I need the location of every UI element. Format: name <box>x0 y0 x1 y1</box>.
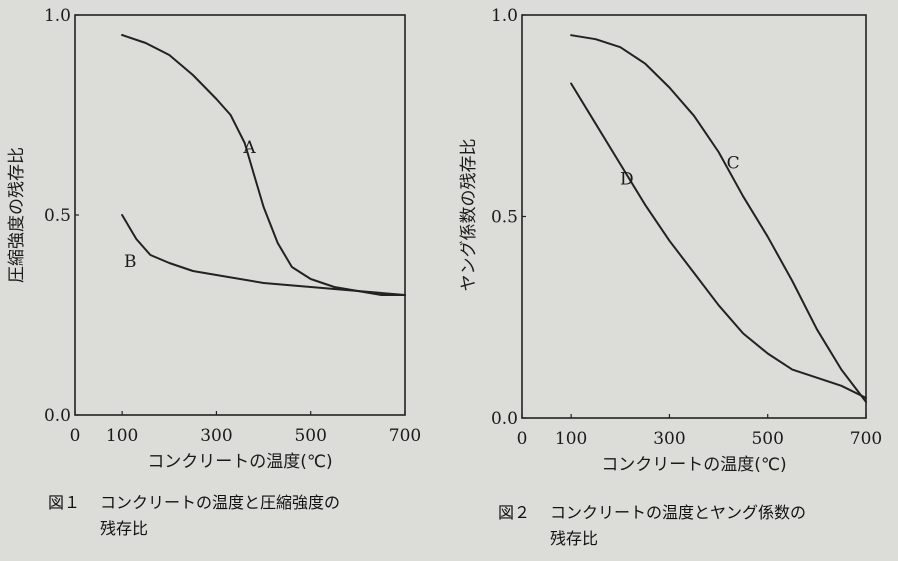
chart1-x-axis-label: コンクリートの温度(℃) <box>147 452 332 472</box>
chart1-x-tick-label: 100 <box>106 426 138 446</box>
chart2-y-axis-label: ヤング係数の残存比 <box>459 139 479 292</box>
chart1-series-b-line <box>121 214 406 296</box>
chart2-series-d-line <box>570 82 867 399</box>
chart1-y-tick-label: 1.0 <box>44 6 71 26</box>
figure2-caption-line2: 残存比 <box>550 529 599 548</box>
chart1-y-tick-label: 0.5 <box>44 206 71 226</box>
chart2-series-d-label: D <box>620 169 634 189</box>
chart1-plot-frame <box>74 14 406 416</box>
figure1-caption-line2: 残存比 <box>100 519 149 538</box>
chart2-x-axis-label: コンクリートの温度(℃) <box>601 455 786 475</box>
chart1-x-tick-label: 500 <box>294 426 326 446</box>
chart1-x-tick-label: 0 <box>70 426 81 446</box>
chart2-series-c-label: C <box>727 153 740 173</box>
figure2-caption: 図２ コンクリートの温度とヤング係数の 残存比 <box>498 500 806 552</box>
chart1-y-tick-label: 0.0 <box>44 406 71 426</box>
figure2-caption-line1: コンクリートの温度とヤング係数の <box>550 503 807 522</box>
chart1-series-b-label: B <box>124 252 137 272</box>
chart2-y-tick-label: 0.0 <box>491 409 518 429</box>
chart2-x-tick-label: 0 <box>517 429 528 449</box>
chart2-x-tick-label: 500 <box>751 429 783 449</box>
chart2-plot-frame <box>521 14 867 419</box>
chart1-y-axis-label: 圧縮強度の残存比 <box>7 147 27 283</box>
figure2-number: 図２ <box>498 503 531 522</box>
figure1-caption-line1: コンクリートの温度と圧縮強度の <box>100 493 341 512</box>
chart2-x-tick-label: 100 <box>555 429 587 449</box>
chart1-series-a-line <box>121 34 406 296</box>
chart2-y-tick-label: 0.5 <box>491 208 518 228</box>
chart1-x-tick-label: 300 <box>200 426 232 446</box>
chart2-series-c-line <box>570 34 867 403</box>
chart2-y-tick-label: 1.0 <box>491 6 518 26</box>
figure1-number: 図１ <box>48 493 81 512</box>
chart2-x-tick-label: 300 <box>653 429 685 449</box>
chart1-x-tick-label: 700 <box>389 426 421 446</box>
chart2-x-tick-label: 700 <box>850 429 882 449</box>
figure1-caption: 図１ コンクリートの温度と圧縮強度の 残存比 <box>48 490 340 542</box>
chart1-series-a-label: A <box>242 138 256 158</box>
